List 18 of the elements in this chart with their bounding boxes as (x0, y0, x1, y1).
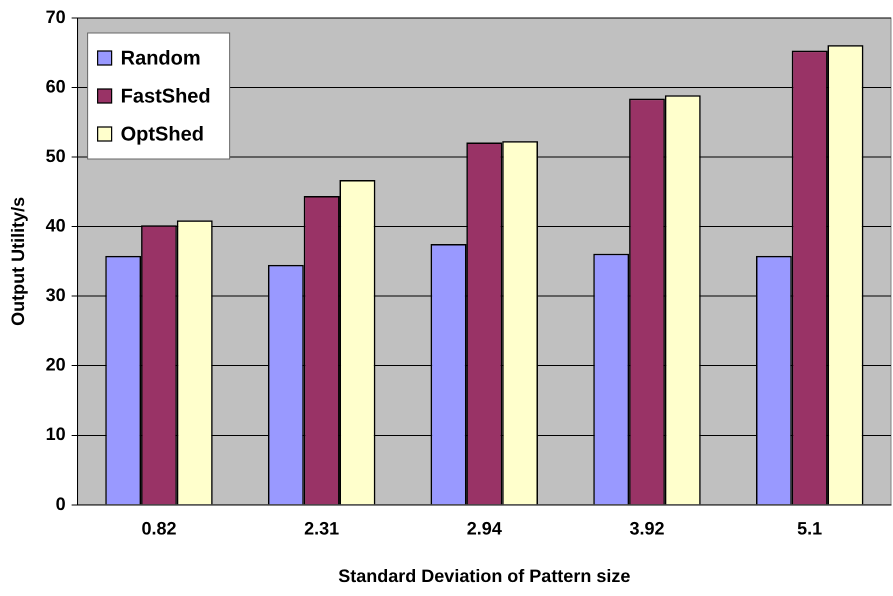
x-tick-label: 3.92 (629, 518, 665, 539)
x-tick-label: 2.31 (304, 518, 340, 539)
x-tick-label: 0.82 (141, 518, 176, 539)
legend-label: FastShed (120, 86, 211, 108)
y-tick-label: 60 (46, 76, 66, 97)
y-axis-title: Output Utility/s (8, 196, 28, 326)
y-tick-label: 50 (46, 146, 66, 166)
y-tick-label: 30 (46, 285, 66, 306)
x-tick-label: 2.94 (466, 518, 502, 539)
x-tick-label: 5.1 (797, 518, 822, 539)
x-axis-title: Standard Deviation of Pattern size (338, 566, 630, 586)
y-tick-label: 10 (46, 424, 66, 444)
y-tick-label: 40 (46, 216, 66, 236)
y-tick-label: 70 (46, 6, 66, 27)
legend-label: Random (120, 48, 201, 70)
y-tick-label: 0 (56, 494, 66, 514)
legend-label: OptShed (120, 124, 204, 146)
y-tick-label: 20 (46, 354, 66, 375)
